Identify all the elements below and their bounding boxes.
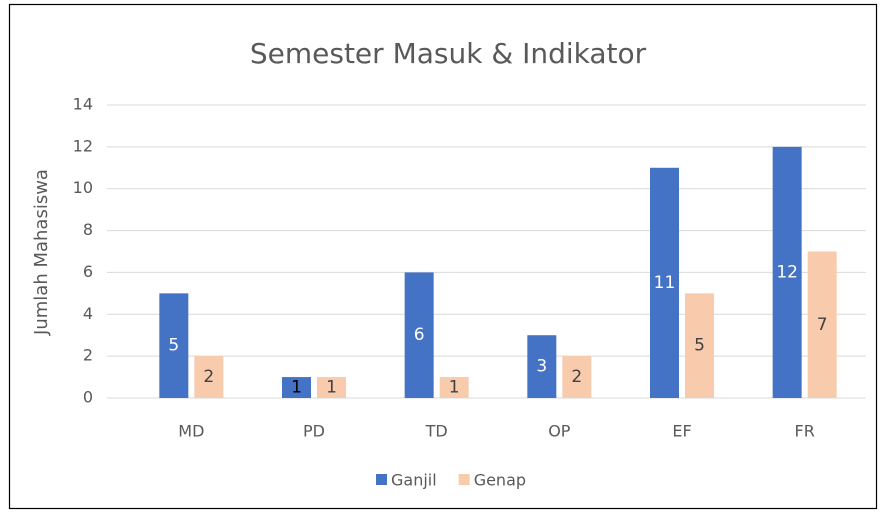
data-label: 11 [654,273,676,293]
chart-border [8,3,878,510]
bar [772,146,802,398]
bar [685,293,714,398]
data-label: 5 [694,336,705,356]
bar [159,293,189,398]
data-label: 2 [203,367,214,387]
y-tick-label: 12 [73,136,93,155]
y-tick-label: 14 [73,95,93,114]
legend-swatch [458,474,470,485]
y-tick-label: 0 [83,388,93,407]
y-tick-label: 8 [83,220,93,239]
data-label: 1 [291,378,302,398]
data-label: 7 [817,315,828,335]
y-tick-label: 6 [83,262,93,281]
x-tick-label: OP [548,422,571,441]
data-label: 3 [536,357,547,377]
data-label: 12 [776,262,798,282]
x-tick-label: FR [795,422,815,441]
bar [404,272,434,398]
legend-label: Genap [474,471,526,490]
bar [439,377,469,398]
bar [317,377,346,398]
bar [282,377,311,398]
y-tick-label: 2 [83,346,93,365]
legend-swatch [376,474,387,485]
bar [527,335,557,398]
data-label: 6 [414,325,425,345]
bar [194,356,224,398]
data-label: 2 [571,367,582,387]
chart-title: Semester Masuk & Indikator [250,37,647,70]
y-axis-label: Jumlah Mahasiswa [31,169,52,336]
data-label: 5 [168,336,179,356]
bar [562,356,592,398]
x-tick-label: PD [303,422,325,441]
y-tick-label: 4 [83,304,93,323]
data-label: 1 [449,378,460,398]
x-tick-label: MD [178,422,204,441]
x-tick-label: TD [425,422,448,441]
bar [807,251,837,398]
y-tick-label: 10 [73,178,93,197]
legend-label: Ganjil [391,471,437,490]
x-tick-label: EF [672,422,691,441]
bar [650,167,679,398]
data-label: 1 [326,378,337,398]
